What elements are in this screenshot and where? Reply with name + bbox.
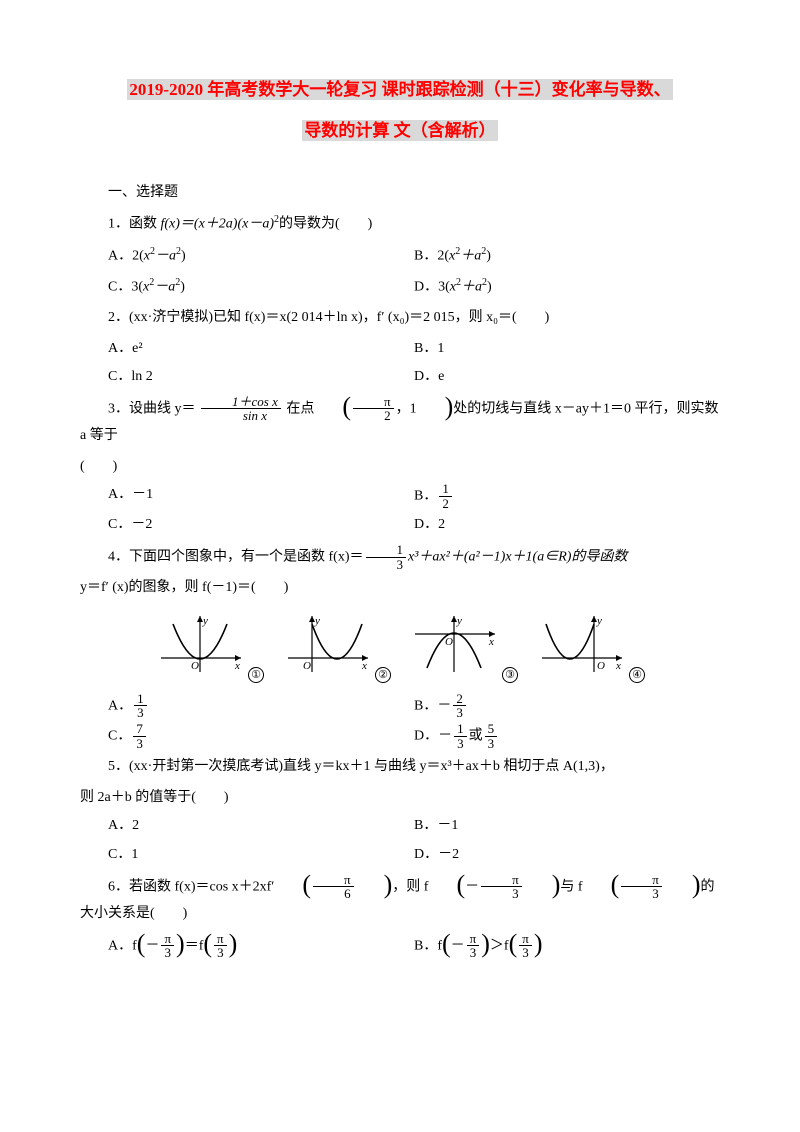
- q3-paren-rest: ，1: [396, 401, 417, 416]
- svg-text:y: y: [456, 615, 462, 627]
- q6-stem: 6．若函数 f(x)＝cos x＋2xf′(π6)，则 f(－π3)与 f(π3…: [80, 873, 720, 928]
- close-paren-icon: ): [417, 394, 454, 420]
- q5-stem: 5．(xx·开封第一次摸底考试)直线 y＝kx＋1 与曲线 y＝x³＋ax＋b …: [80, 754, 720, 781]
- graph-label-1: ①: [248, 667, 264, 683]
- q4-frac: 13: [366, 543, 407, 571]
- graph-label-3: ③: [502, 667, 518, 683]
- q1-stem: 1．函数 f(x)＝(x＋2a)(x－a)2的导数为( ): [80, 210, 720, 238]
- svg-text:O: O: [191, 660, 199, 672]
- q4-pre: 4．下面四个图象中，有一个是函数 f(x)＝: [108, 549, 364, 564]
- svg-text:O: O: [445, 636, 453, 648]
- q5-A: A．2: [80, 813, 414, 840]
- svg-text:O: O: [303, 660, 311, 672]
- q4-C: C．73: [80, 722, 414, 750]
- q4-line2: y＝f′ (x)的图象，则 f(－1)＝( ): [80, 575, 720, 602]
- q6-opts-1: A．f(－π3)＝f(π3) B．f(－π3)＞f(π3): [80, 932, 720, 960]
- q6-mid1: ，则 f: [392, 879, 428, 894]
- title-line-2: 导数的计算 文（含解析）: [302, 120, 497, 141]
- q2-stem: 2．(xx·济宁模拟)已知 f(x)＝x(2 014＋ln x)，f′ (x₀)…: [80, 305, 720, 332]
- page: 2019-2020 年高考数学大一轮复习 课时跟踪检测（十三）变化率与导数、 导…: [0, 0, 800, 1002]
- q4-mid: x³＋ax²＋(a²－1)x＋1(a∈R)的导函数: [408, 549, 627, 564]
- q5-opts-1: A．2 B．－1: [80, 813, 720, 840]
- q5-opts-2: C．1 D．－2: [80, 842, 720, 869]
- parabola-up-left-icon: y x O: [536, 612, 626, 678]
- svg-text:x: x: [615, 660, 621, 672]
- graph-label-2: ②: [375, 667, 391, 683]
- q2-C: C．ln 2: [80, 364, 414, 391]
- graph-4: y x O ④: [536, 612, 645, 686]
- q6-mid2: 与 f: [560, 879, 582, 894]
- q3-A: A．－1: [80, 482, 414, 510]
- q1-B: B．2(x2＋a2): [414, 242, 720, 270]
- q3-frac2: π2: [353, 395, 394, 423]
- svg-text:x: x: [234, 660, 240, 672]
- q3-tail: ( ): [80, 454, 720, 481]
- section-heading: 一、选择题: [80, 180, 720, 207]
- q3-stem: 3．设曲线 y＝ 1＋cos xsin x 在点(π2，1)处的切线与直线 x－…: [80, 395, 720, 450]
- q4-graphs: y x O ① y x O ②: [80, 612, 720, 686]
- svg-text:y: y: [314, 615, 320, 627]
- q5-D: D．－2: [414, 842, 720, 869]
- q3-opts-1: A．－1 B．12: [80, 482, 720, 510]
- parabola-down-centered-icon: y x O: [409, 612, 499, 678]
- q1-mid: f(x)＝(x＋2a)(x－a): [161, 217, 275, 232]
- graph-label-4: ④: [629, 667, 645, 683]
- q2-D: D．e: [414, 364, 720, 391]
- q6-A: A．f(－π3)＝f(π3): [80, 932, 414, 960]
- q3-C: C．－2: [80, 512, 414, 539]
- graph-3: y x O ③: [409, 612, 518, 686]
- q1-opts-2: C．3(x2－a2) D．3(x2＋a2): [80, 273, 720, 301]
- q6-pre: 6．若函数 f(x)＝cos x＋2xf′: [108, 879, 274, 894]
- svg-text:O: O: [597, 660, 605, 672]
- q4-A: A．13: [80, 692, 414, 720]
- open-paren-icon: (: [314, 394, 351, 420]
- q4-D: D．－13或53: [414, 722, 720, 750]
- q1-pre: 1．函数: [108, 217, 161, 232]
- q5-C: C．1: [80, 842, 414, 869]
- q3-opts-2: C．－2 D．2: [80, 512, 720, 539]
- q2-opts-2: C．ln 2 D．e: [80, 364, 720, 391]
- q1-D: D．3(x2＋a2): [414, 273, 720, 301]
- q3-mid1: 在点: [286, 401, 314, 416]
- q4-opts-2: C．73 D．－13或53: [80, 722, 720, 750]
- svg-text:x: x: [488, 636, 494, 648]
- q6-B: B．f(－π3)＞f(π3): [414, 932, 720, 960]
- title-block: 2019-2020 年高考数学大一轮复习 课时跟踪检测（十三）变化率与导数、 导…: [80, 70, 720, 152]
- q4-stem: 4．下面四个图象中，有一个是函数 f(x)＝13x³＋ax²＋(a²－1)x＋1…: [80, 543, 720, 571]
- q4-opts-1: A．13 B．－23: [80, 692, 720, 720]
- svg-text:x: x: [361, 660, 367, 672]
- parabola-up-right-icon: y x O: [282, 612, 372, 678]
- q2-B: B．1: [414, 336, 720, 363]
- parabola-up-centered-icon: y x O: [155, 612, 245, 678]
- q3-pre: 3．设曲线 y＝: [108, 401, 196, 416]
- q1-post: 的导数为( ): [279, 217, 372, 232]
- q1-C: C．3(x2－a2): [80, 273, 414, 301]
- svg-text:y: y: [596, 615, 602, 627]
- title-line-1: 2019-2020 年高考数学大一轮复习 课时跟踪检测（十三）变化率与导数、: [127, 79, 672, 100]
- q3-B: B．12: [414, 482, 720, 510]
- q1-A: A．2(x2－a2): [80, 242, 414, 270]
- q3-D: D．2: [414, 512, 720, 539]
- q2-opts-1: A．e² B．1: [80, 336, 720, 363]
- q4-B: B．－23: [414, 692, 720, 720]
- graph-1: y x O ①: [155, 612, 264, 686]
- graph-2: y x O ②: [282, 612, 391, 686]
- q2-A: A．e²: [80, 336, 414, 363]
- q1-opts-1: A．2(x2－a2) B．2(x2＋a2): [80, 242, 720, 270]
- q5-line2: 则 2a＋b 的值等于( ): [80, 785, 720, 812]
- q3-frac1: 1＋cos xsin x: [201, 395, 281, 423]
- q5-B: B．－1: [414, 813, 720, 840]
- svg-text:y: y: [202, 615, 208, 627]
